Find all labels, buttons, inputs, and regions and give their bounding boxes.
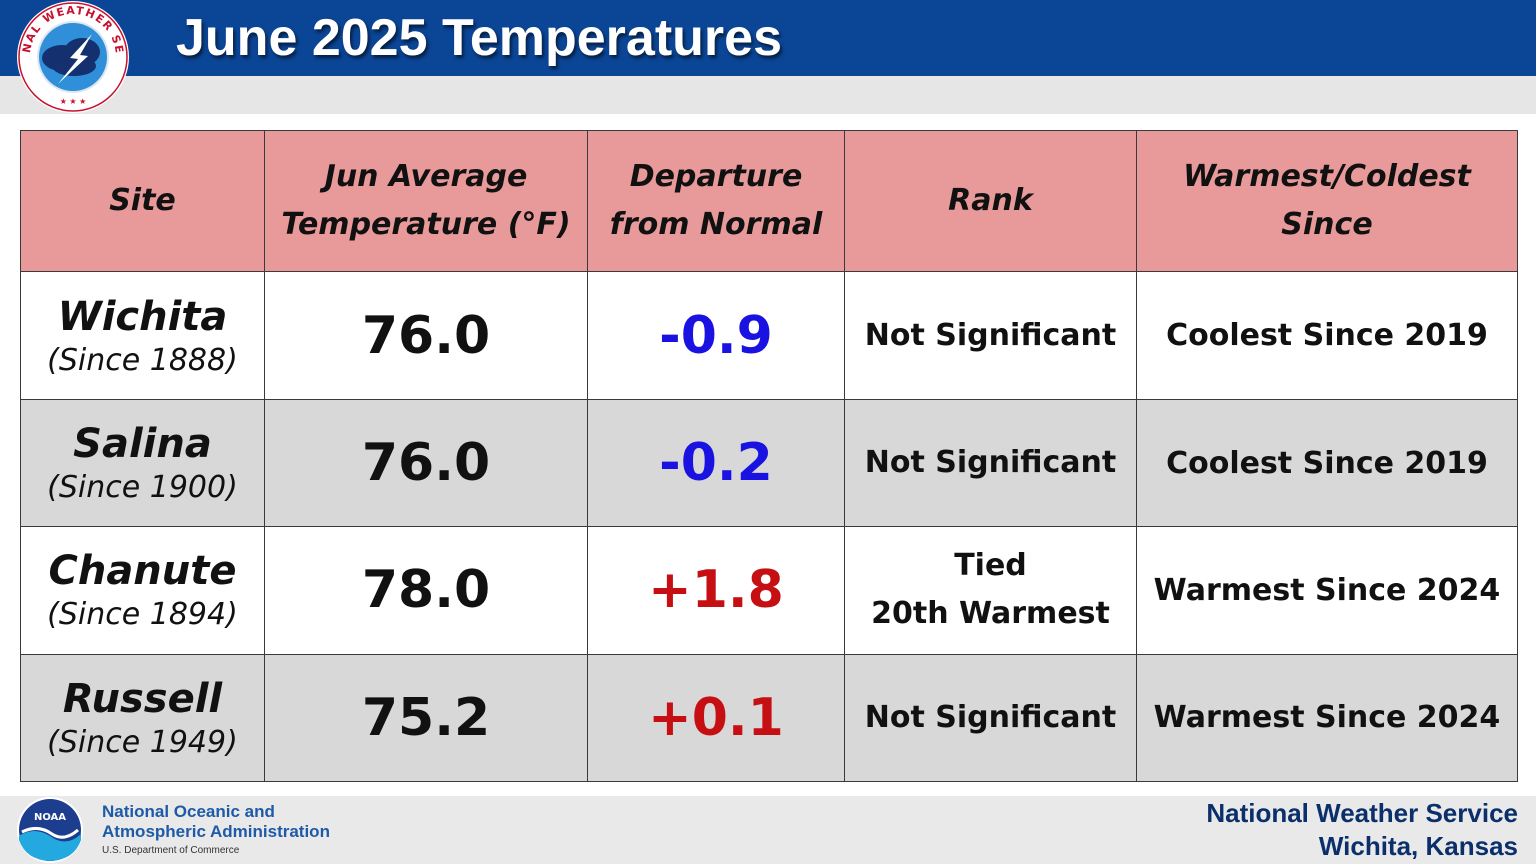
column-header-departure: Departure from Normal bbox=[587, 129, 845, 273]
warmest-coldest-cell: Coolest Since 2019 bbox=[1136, 398, 1518, 528]
site-cell: Russell (Since 1949) bbox=[20, 653, 265, 783]
nws-logo-icon: NATIONAL WEATHER SERVICE ★ ★ ★ bbox=[12, 0, 129, 113]
avg-temp-value: 76.0 bbox=[361, 433, 491, 493]
warmest-coldest-cell: Warmest Since 2024 bbox=[1136, 653, 1518, 783]
footer-bar bbox=[0, 796, 1536, 864]
departure-cell: -0.2 bbox=[587, 398, 845, 528]
column-header-rank: Rank bbox=[844, 129, 1137, 273]
departure-cell: -0.9 bbox=[587, 271, 845, 400]
warmest-coldest-value: Warmest Since 2024 bbox=[1153, 700, 1501, 736]
table-row: Chanute (Since 1894) 78.0 +1.8 Tied 20th… bbox=[20, 526, 1518, 655]
site-cell: Salina (Since 1900) bbox=[20, 398, 265, 528]
header-strip bbox=[0, 76, 1536, 114]
avg-temp-cell: 78.0 bbox=[264, 526, 588, 655]
rank-value: Not Significant bbox=[864, 699, 1117, 735]
avg-temp-value: 76.0 bbox=[361, 305, 491, 366]
rank-cell: Not Significant bbox=[844, 398, 1137, 528]
warmest-coldest-value: Warmest Since 2024 bbox=[1153, 572, 1501, 608]
warmest-coldest-value: Coolest Since 2019 bbox=[1166, 445, 1488, 481]
site-record-since: (Since 1888) bbox=[47, 342, 238, 378]
header-bar bbox=[0, 0, 1536, 76]
avg-temp-cell: 76.0 bbox=[264, 271, 588, 400]
site-record-since: (Since 1949) bbox=[47, 724, 238, 760]
table-header-row: Site Jun Average Temperature (°F) Depart… bbox=[20, 129, 1518, 273]
column-header-warmest-coldest: Warmest/Coldest Since bbox=[1136, 129, 1518, 273]
table-row: Salina (Since 1900) 76.0 -0.2 Not Signif… bbox=[20, 398, 1518, 528]
temperature-table: Site Jun Average Temperature (°F) Depart… bbox=[20, 129, 1518, 783]
page-title: June 2025 Temperatures bbox=[176, 9, 782, 67]
column-header-site: Site bbox=[20, 129, 265, 273]
departure-cell: +1.8 bbox=[587, 526, 845, 655]
avg-temp-value: 78.0 bbox=[361, 560, 491, 621]
avg-temp-value: 75.2 bbox=[361, 687, 491, 748]
noaa-logo-text: NOAA bbox=[34, 812, 66, 823]
warmest-coldest-value: Coolest Since 2019 bbox=[1166, 318, 1488, 354]
departure-cell: +0.1 bbox=[587, 653, 845, 783]
rank-cell: Not Significant bbox=[844, 271, 1137, 400]
departure-value: +0.1 bbox=[648, 687, 784, 748]
column-header-avg-temp: Jun Average Temperature (°F) bbox=[264, 129, 588, 273]
rank-cell: Not Significant bbox=[844, 653, 1137, 783]
rank-value: Tied 20th Warmest bbox=[871, 548, 1110, 632]
site-cell: Wichita (Since 1888) bbox=[20, 271, 265, 400]
avg-temp-cell: 75.2 bbox=[264, 653, 588, 783]
noaa-logo-icon: NOAA bbox=[17, 797, 83, 863]
site-name: Russell bbox=[62, 675, 223, 722]
warmest-coldest-cell: Coolest Since 2019 bbox=[1136, 271, 1518, 400]
office-location: Wichita, Kansas bbox=[1318, 831, 1518, 861]
avg-temp-cell: 76.0 bbox=[264, 398, 588, 528]
rank-cell: Tied 20th Warmest bbox=[844, 526, 1137, 655]
departure-value: -0.2 bbox=[659, 433, 773, 493]
noaa-agency-name: National Oceanic and Atmospheric Adminis… bbox=[102, 802, 330, 841]
noaa-department: U.S. Department of Commerce bbox=[102, 845, 240, 856]
table-row: Wichita (Since 1888) 76.0 -0.9 Not Signi… bbox=[20, 271, 1518, 400]
svg-text:★ ★ ★: ★ ★ ★ bbox=[60, 97, 87, 106]
rank-value: Not Significant bbox=[864, 445, 1117, 480]
departure-value: -0.9 bbox=[659, 305, 773, 366]
rank-value: Not Significant bbox=[864, 317, 1117, 353]
site-name: Salina bbox=[73, 421, 212, 467]
site-name: Chanute bbox=[48, 548, 237, 595]
site-record-since: (Since 1900) bbox=[47, 470, 238, 505]
site-record-since: (Since 1894) bbox=[47, 597, 238, 633]
office-name: National Weather Service bbox=[1206, 798, 1518, 828]
site-name: Wichita bbox=[57, 293, 228, 340]
table-row: Russell (Since 1949) 75.2 +0.1 Not Signi… bbox=[20, 653, 1518, 783]
warmest-coldest-cell: Warmest Since 2024 bbox=[1136, 526, 1518, 655]
departure-value: +1.8 bbox=[648, 560, 784, 621]
site-cell: Chanute (Since 1894) bbox=[20, 526, 265, 655]
